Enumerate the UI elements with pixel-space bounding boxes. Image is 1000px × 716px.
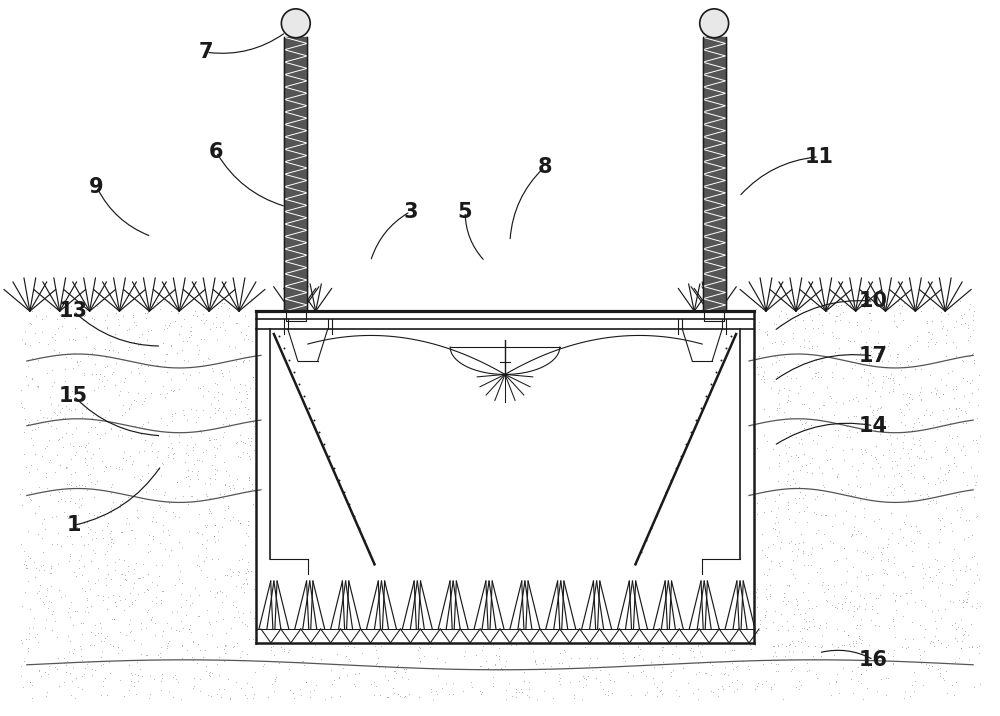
Text: 15: 15	[59, 386, 88, 406]
Text: 5: 5	[458, 202, 472, 221]
Circle shape	[281, 9, 310, 38]
Text: 9: 9	[89, 177, 104, 197]
Text: 10: 10	[859, 291, 888, 311]
Text: 6: 6	[209, 142, 223, 162]
Text: 13: 13	[59, 301, 88, 321]
Circle shape	[700, 9, 729, 38]
Text: 17: 17	[859, 346, 888, 366]
Text: 7: 7	[199, 42, 213, 62]
Text: 8: 8	[538, 157, 552, 177]
Text: 16: 16	[859, 650, 888, 670]
Text: 1: 1	[66, 516, 81, 536]
Text: 11: 11	[804, 147, 833, 167]
Text: 14: 14	[859, 416, 888, 436]
Text: 3: 3	[403, 202, 418, 221]
